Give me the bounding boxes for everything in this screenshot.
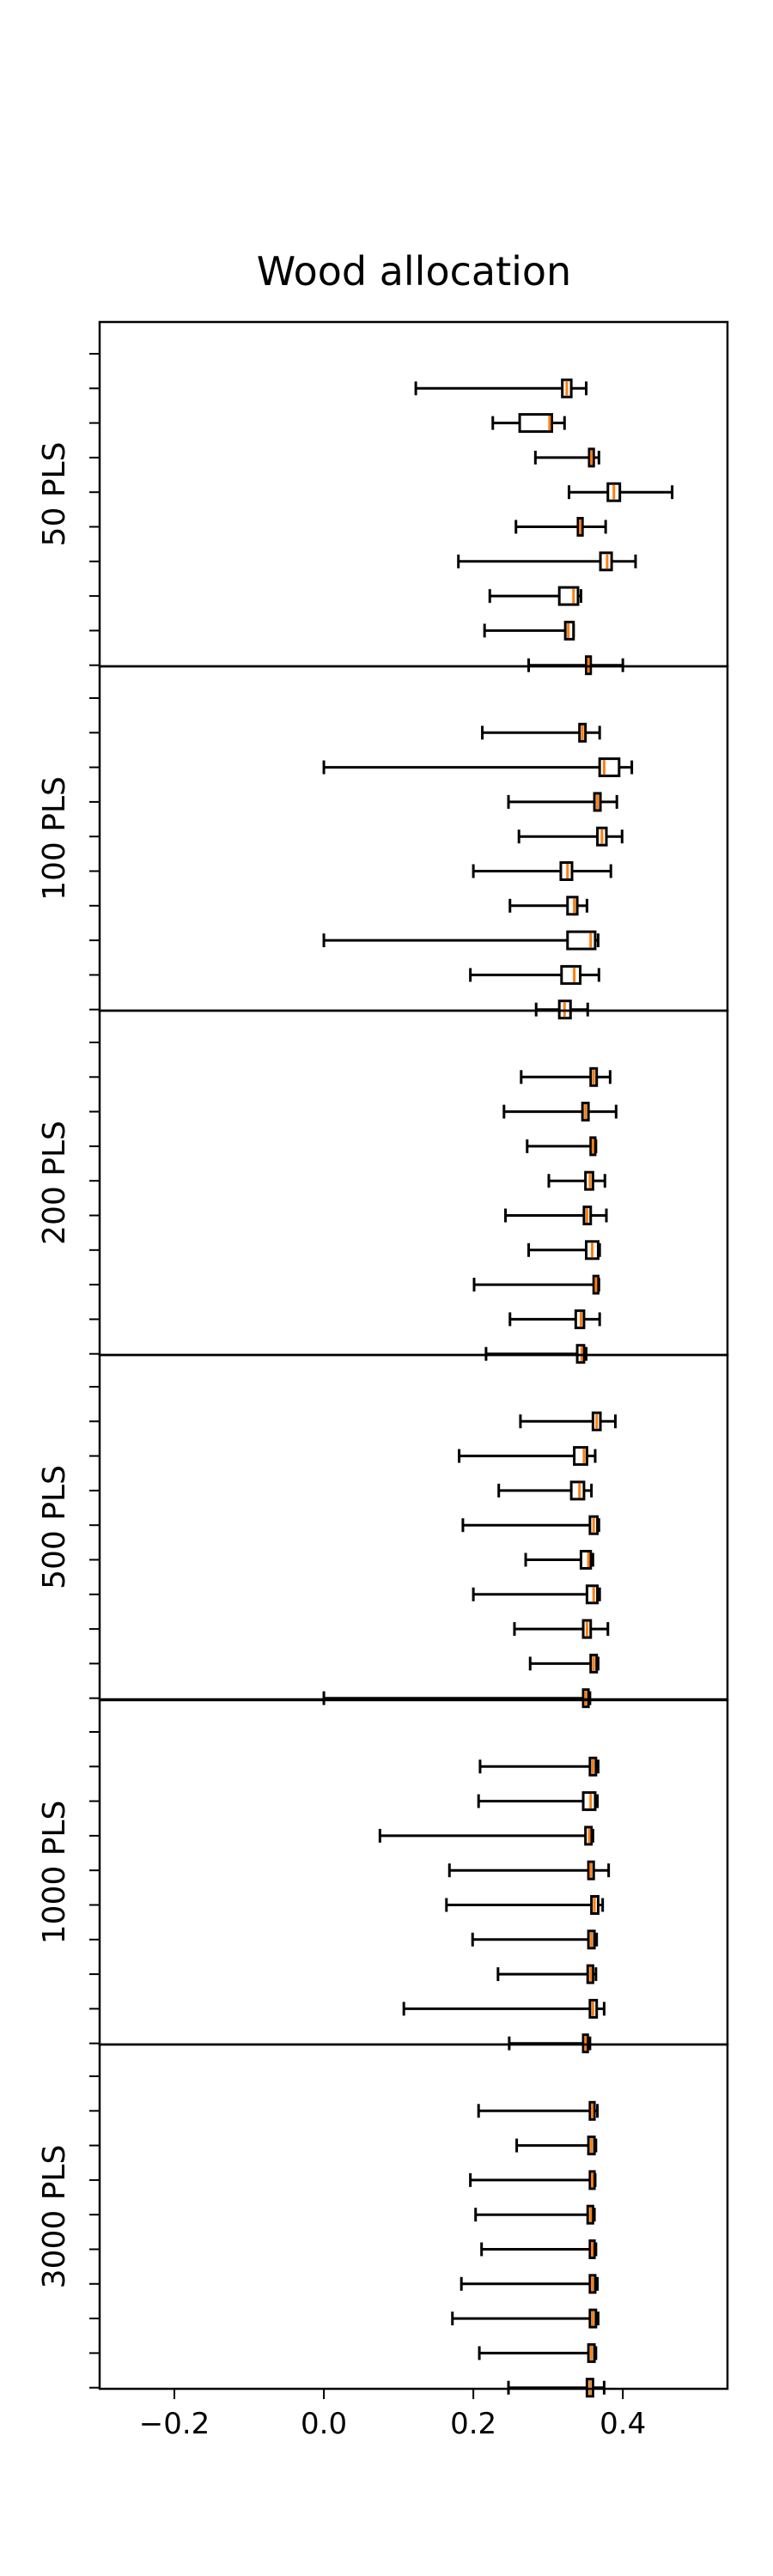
x-tick-label: 0.0 [301,2407,347,2441]
box-item [507,2378,606,2398]
box-item [534,999,589,1020]
x-tick-label: 0.2 [450,2407,496,2441]
panel: 50 PLS [37,320,729,676]
iqr-box [557,586,580,606]
box-item [322,930,600,951]
panel-frame [98,1698,729,2046]
panel: 500 PLS [37,1353,729,1709]
box-item [515,2136,598,2156]
panel-label: 3000 PLS [37,2145,72,2289]
box-item [526,1136,598,1157]
box-item [524,1550,594,1570]
panel-label: 50 PLS [37,442,72,547]
box-item [508,2033,592,2054]
panel-frame [98,1009,729,1357]
box-item [477,1791,600,1812]
box-item [528,1653,600,1674]
box-item [514,517,607,537]
panel-frame [98,1353,729,1701]
box-item [477,2100,600,2121]
panel-frame [98,320,729,668]
box-item [458,1446,597,1467]
box-item [527,1240,601,1261]
panel-label: 500 PLS [37,1465,72,1589]
panel: 1000 PLS [37,1698,729,2054]
box-item [488,586,582,606]
box-item [451,2308,600,2329]
box-item [507,792,618,812]
box-item [378,1826,594,1846]
iqr-box [585,1584,600,1605]
panel: 3000 PLS [37,2043,729,2398]
box-item [517,826,624,847]
box-item [527,655,624,676]
box-item [568,482,674,502]
box-item [480,2239,598,2259]
iqr-box [598,757,621,778]
box-item [471,1929,599,1950]
box-item [460,2274,600,2294]
x-tick-label: −0.2 [139,2407,210,2441]
box-item [461,1515,600,1535]
box-item [402,1998,606,2019]
box-item [481,722,601,743]
x-axis: −0.2 0.0 0.2 0.4 [139,2389,646,2441]
iqr-box [518,413,553,434]
box-item [472,1274,600,1295]
box-item [447,1860,611,1880]
box-item [483,620,575,641]
box-item [520,1066,612,1087]
box-item [502,1102,618,1122]
box-item [472,1584,601,1605]
box-item [414,378,588,398]
box-item [457,551,637,572]
iqr-box [566,930,597,951]
x-tick-label: 0.4 [600,2407,646,2441]
box-item [519,1411,617,1431]
box-item [513,1619,610,1639]
box-item [472,861,612,881]
iqr-box [560,964,582,985]
iqr-box [579,1550,593,1570]
box-item [547,1170,606,1191]
box-item [445,1895,605,1915]
panels-group: 50 PLS 100 PLS 200 PLS 500 PLS 1000 PLS 3000 … [37,320,729,2398]
box-item [508,1309,601,1329]
box-item [322,1688,592,1709]
box-item [504,1206,608,1225]
panel-label: 1000 PLS [37,1801,72,1945]
box-item [322,757,634,778]
iqr-box [569,1480,586,1501]
iqr-box [566,896,579,916]
chart-title: Wood allocation [257,248,571,295]
panel: 100 PLS [37,665,729,1020]
panel-label: 100 PLS [37,776,72,901]
box-item [508,896,588,916]
box-item [469,2170,597,2190]
panel-label: 200 PLS [37,1121,72,1245]
panel-frame [98,2043,729,2391]
box-item [491,413,566,434]
box-item [484,1344,588,1364]
box-item [478,1756,600,1777]
panel-frame [98,665,729,1012]
box-item [474,2204,596,2225]
box-item [478,2342,598,2363]
box-item [496,1964,598,1984]
box-item [497,1480,593,1501]
iqr-box [581,1791,597,1812]
box-item [469,964,600,985]
panel: 200 PLS [37,1009,729,1364]
box-item [533,447,600,468]
